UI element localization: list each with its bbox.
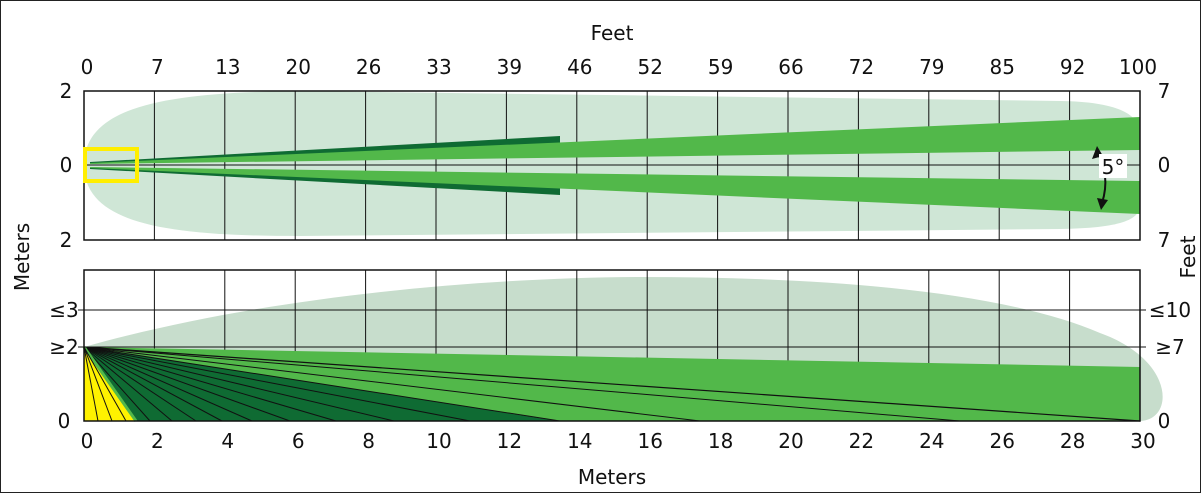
fan-ray <box>83 346 197 422</box>
bottom-axis-title: Meters <box>578 465 646 489</box>
fan-ray <box>83 346 961 422</box>
fan-ray <box>83 346 337 422</box>
near-ray <box>83 346 113 422</box>
top-right-tick-1: 0 <box>1158 153 1171 177</box>
feet-tick-label: 66 <box>778 55 803 79</box>
feet-tick-label: 33 <box>426 55 451 79</box>
feet-tick-label: 7 <box>151 55 164 79</box>
angle-label: 5° <box>1102 155 1125 179</box>
top-dark-beam-upper <box>90 136 560 164</box>
feet-tick-label: 52 <box>637 55 662 79</box>
bottom-panel <box>78 269 1163 422</box>
fan-ray <box>83 346 471 422</box>
top-dark-beam-lower <box>90 167 560 195</box>
feet-tick-label: 79 <box>919 55 944 79</box>
right-axis-title: Feet <box>1176 235 1200 278</box>
fan-ray <box>83 346 173 422</box>
meter-tick-label: 26 <box>989 429 1014 453</box>
feet-tick-label: 26 <box>356 55 381 79</box>
left-axis-title: Meters <box>10 223 34 291</box>
meter-tick-labels: 0 2 4 6 8 10 12 14 16 18 20 22 24 26 28 30 <box>81 429 1156 453</box>
bottom-rays <box>83 346 1141 422</box>
meter-tick-label: 18 <box>708 429 733 453</box>
feet-tick-label: 46 <box>567 55 592 79</box>
top-right-tick-2: 7 <box>1158 228 1171 252</box>
bottom-panel-border <box>83 269 1141 422</box>
meter-tick-label: 2 <box>151 429 164 453</box>
meter-tick-label: 22 <box>849 429 874 453</box>
feet-tick-label: 72 <box>849 55 874 79</box>
meter-tick-label: 24 <box>919 429 944 453</box>
feet-tick-labels: 0 7 13 20 26 33 39 46 52 59 66 72 79 85 92 100 <box>81 55 1157 79</box>
feet-tick-label: 100 <box>1119 55 1157 79</box>
meter-tick-label: 28 <box>1060 429 1085 453</box>
fan-ray <box>83 346 701 422</box>
meter-tick-label: 0 <box>81 429 94 453</box>
meter-tick-label: 6 <box>292 429 305 453</box>
fan-ray <box>83 346 223 422</box>
detector-marker <box>83 147 139 183</box>
angle-arrow <box>1092 146 1127 210</box>
fan-ray-long <box>83 346 1141 422</box>
fan-ray <box>83 346 291 422</box>
fan-ray <box>83 346 151 422</box>
near-ray <box>83 346 99 422</box>
meter-tick-label: 10 <box>426 429 451 453</box>
meter-tick-label: 4 <box>221 429 234 453</box>
fan-ray <box>83 346 561 422</box>
meter-tick-label: 30 <box>1130 429 1155 453</box>
feet-tick-label: 59 <box>708 55 733 79</box>
feet-tick-label: 13 <box>215 55 240 79</box>
feet-tick-label: 20 <box>285 55 310 79</box>
meter-tick-label: 20 <box>778 429 803 453</box>
bottom-left-tick-0: ≤3 <box>49 298 78 322</box>
meter-tick-label: 12 <box>497 429 522 453</box>
near-ray <box>83 346 127 422</box>
fan-ray <box>83 346 395 422</box>
bottom-right-tick-2: 0 <box>1158 409 1171 433</box>
bottom-right-tick-1: ≥7 <box>1155 335 1184 359</box>
feet-tick-label: 39 <box>497 55 522 79</box>
top-axis-title: Feet <box>591 21 634 45</box>
top-left-tick-2: 2 <box>60 228 73 252</box>
top-coverage-area <box>84 91 1140 236</box>
top-left-tick-0: 2 <box>60 79 73 103</box>
feet-tick-label: 92 <box>1060 55 1085 79</box>
near-rays <box>83 346 127 422</box>
top-light-beam-upper <box>90 117 1140 164</box>
near-zone-edge <box>82 346 138 422</box>
top-light-beam-lower <box>90 167 1140 214</box>
meter-tick-label: 14 <box>567 429 592 453</box>
feet-tick-label: 85 <box>989 55 1014 79</box>
fan-ray <box>83 346 253 422</box>
meter-tick-label: 16 <box>637 429 662 453</box>
top-panel: 5° <box>83 90 1141 241</box>
top-left-tick-1: 0 <box>60 153 73 177</box>
feet-tick-label: 0 <box>81 55 94 79</box>
top-right-tick-0: 7 <box>1158 79 1171 103</box>
meter-tick-label: 8 <box>362 429 375 453</box>
bottom-left-tick-1: ≥2 <box>49 335 78 359</box>
bottom-left-tick-2: 0 <box>58 409 71 433</box>
bottom-right-tick-0: ≤10 <box>1149 298 1191 322</box>
